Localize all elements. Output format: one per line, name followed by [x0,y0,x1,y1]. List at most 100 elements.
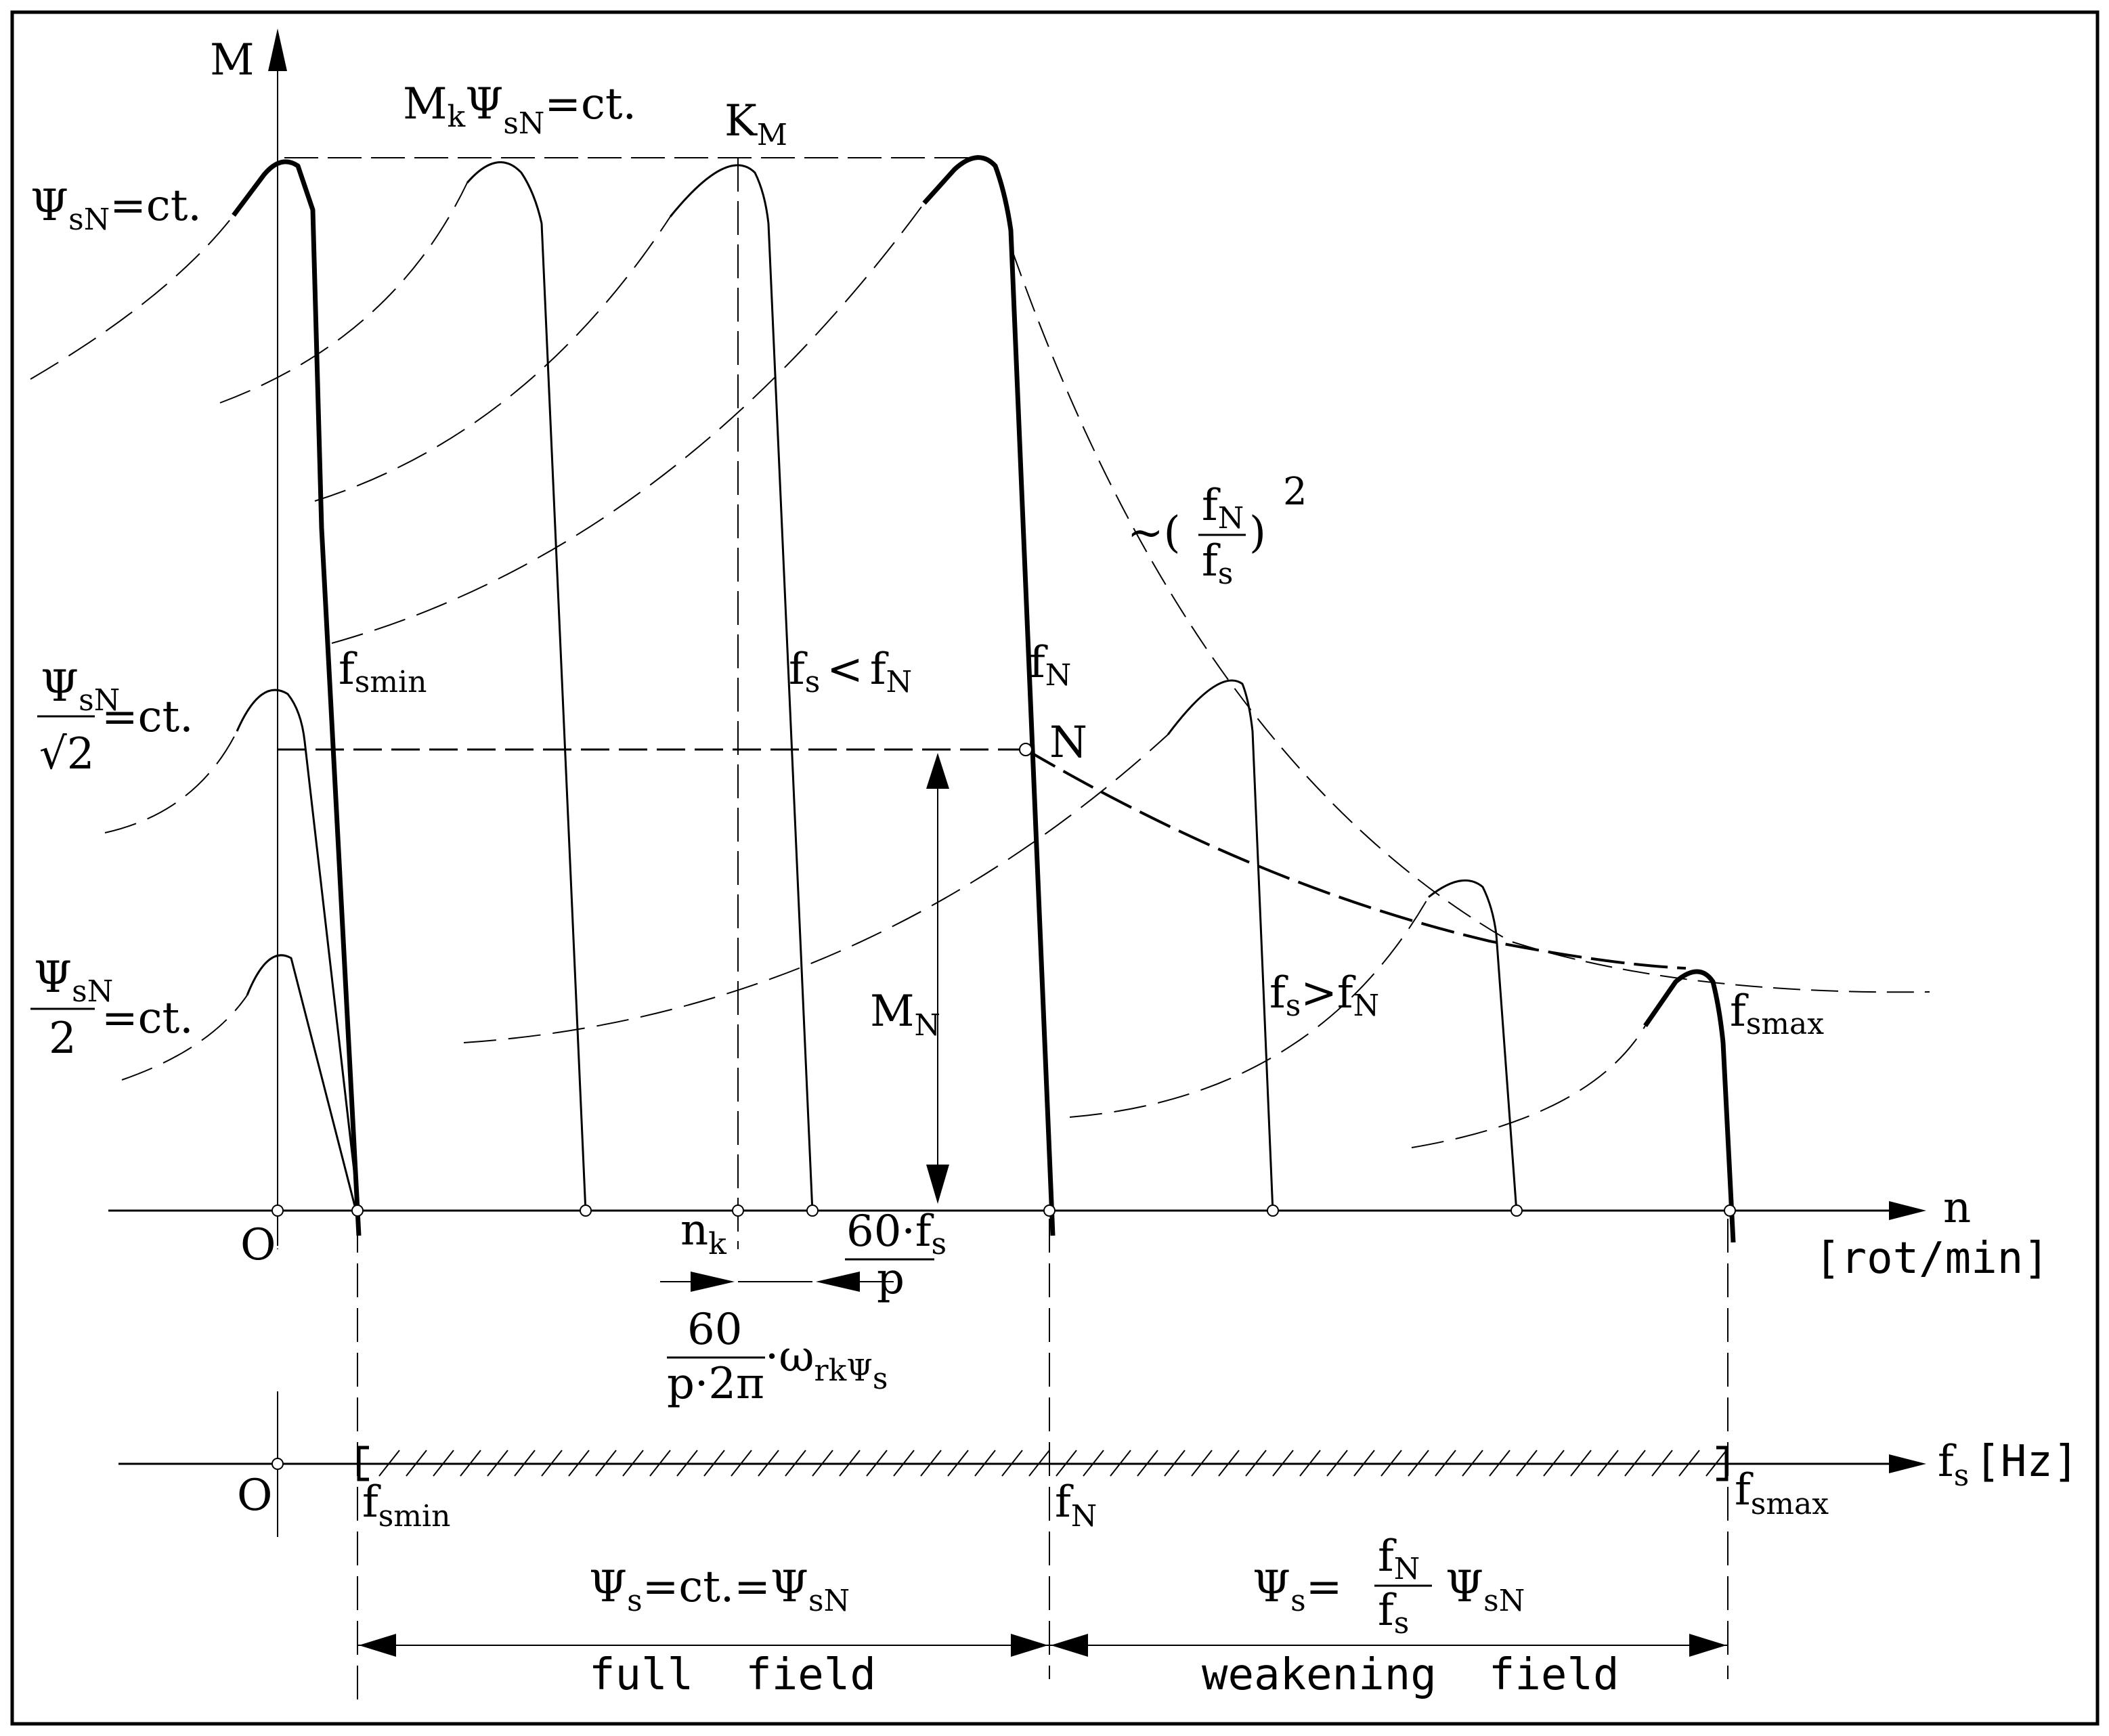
marker-fs-origin [271,1458,284,1470]
label-fs-lt-fn: fs < fN [789,645,912,699]
weak-field-eq-right: ΨsN [1445,1562,1525,1618]
weak-field-eq-left: Ψs= [1253,1562,1342,1618]
hatch-line [1705,1450,1727,1477]
hatch-line [812,1450,833,1477]
label-fsmax-bottom: fsmax [1735,1465,1829,1521]
range-bracket-right [1716,1446,1728,1481]
hatch-line [1651,1450,1673,1477]
slip-arrow-left [691,1272,735,1292]
curve-fsmin [232,159,362,1236]
marker-weak2 [1510,1205,1523,1217]
hatch-line [1299,1450,1321,1477]
hatch-line [893,1450,915,1477]
origin-label: O [240,1220,276,1270]
label-60fs-den: p [877,1254,905,1304]
hatch-lines [378,1450,1727,1477]
marker-nk [732,1205,744,1217]
full-arrow-left [359,1634,396,1657]
hatch-line [1489,1450,1510,1477]
hatch-line [920,1450,942,1477]
hatch-line [1435,1450,1456,1477]
hatch-line [568,1450,590,1477]
weak-arrow-right [1689,1634,1726,1657]
hatch-line [1597,1450,1619,1477]
dash-curve-7 [463,734,1169,1043]
dash-curve-8 [1069,896,1429,1118]
full-field-label: full field [589,1650,876,1700]
axes [108,28,1926,1537]
label-slip-num: 60 [687,1305,742,1355]
marker-km-zero [806,1205,819,1217]
curve-weak-2 [1428,879,1518,1213]
hatch-line [433,1450,454,1477]
label-hyperbola-num: fN [1202,481,1244,536]
curve-km [669,164,814,1213]
label-hyperbola-exp: 2 [1283,470,1307,514]
marker-curve2 [580,1205,592,1217]
curve-psi-half [246,954,357,1209]
hatch-line [487,1450,508,1477]
x-axis-arrow [1889,1201,1926,1220]
weak-field-label: weakening field [1202,1650,1619,1700]
hatch-line [595,1450,617,1477]
hatch-line [1380,1450,1402,1477]
fs-axis-label: fs [Hz] [1938,1437,2079,1493]
label-psi-half-den: 2 [49,1014,77,1064]
marker-origin [271,1205,284,1217]
hatch-line [1353,1450,1375,1477]
hatch-line [622,1450,644,1477]
hatch-line [1137,1450,1158,1477]
hatch-line [1272,1450,1294,1477]
hatch-line [703,1450,725,1477]
fs-axis-labels: fsmin fN fsmax [362,1465,1829,1534]
label-mn: MN [870,986,940,1043]
dash-curve-2 [219,182,468,404]
label-fsmax-top: fsmax [1730,986,1824,1041]
axis-markers [271,743,1736,1470]
curve-weak-1 [1167,679,1274,1213]
mn-arrow-bottom [926,1165,949,1204]
hatch-line [974,1450,996,1477]
hatched-range [357,1446,1728,1481]
curve-psi-root2 [236,689,360,1213]
hatch-line [1164,1450,1186,1477]
hatch-line [649,1450,671,1477]
full-field-equation: Ψs=ct.=ΨsN [589,1562,850,1618]
label-fsmin-top: fsmin [339,645,427,699]
hatch-line [1624,1450,1646,1477]
dash-curve-9 [1411,1025,1646,1148]
mn-arrow-top [926,753,949,789]
hatch-line [1110,1450,1131,1477]
fs-axis-arrow [1889,1454,1926,1473]
hatch-line [1543,1450,1565,1477]
label-point-n: N [1049,718,1087,768]
hatch-line [406,1450,427,1477]
hatch-line [1028,1450,1050,1477]
weak-field-frac-num: fN [1378,1532,1420,1586]
frame [10,10,2100,1726]
hatch-line [1326,1450,1348,1477]
hatch-line [1570,1450,1592,1477]
torque-curves [232,155,1736,1243]
dash-curve-5 [104,731,238,833]
marker-point-n [1019,743,1032,756]
hatch-line [460,1450,481,1477]
fs-origin-label: O [237,1471,272,1521]
rated-envelope-curve [1024,748,1687,970]
weak-arrow-left [1051,1634,1088,1657]
marker-weak1 [1267,1205,1279,1217]
dash-curve-6 [121,995,248,1081]
hatch-line [1218,1450,1240,1477]
dimension-arrows [357,753,1728,1657]
hatch-line [378,1450,400,1477]
axis-labels: M n [rot/min] O O fs [Hz] [210,35,2079,1521]
region-labels: Ψs=ct.=ΨsN full field Ψs= fN fs ΨsN weak… [589,1532,1619,1700]
marker-fn [1043,1205,1056,1217]
hatch-line [1191,1450,1213,1477]
label-60fs-num: 60·fs [846,1207,947,1261]
weak-field-frac-den: fs [1378,1586,1409,1641]
hatch-line [758,1450,779,1477]
guide-lines [277,157,1728,1710]
label-psi-full: ΨsN=ct. [30,181,202,237]
